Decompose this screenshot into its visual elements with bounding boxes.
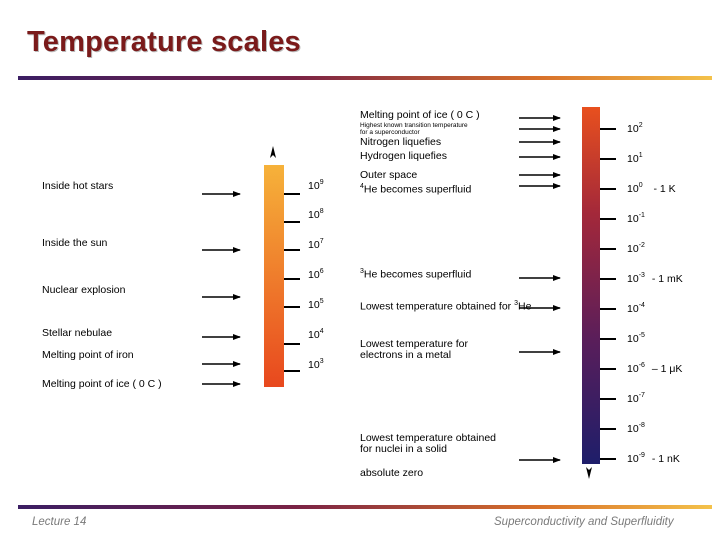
left-tick-label: 108 [308,208,324,221]
footer-divider [18,505,712,509]
left-tick-label: 105 [308,298,324,311]
label-highest-transition-1: Highest known transition temperature [360,122,468,129]
left-tick-label: 109 [308,179,324,192]
right-tick-label: 10-9 - 1 nK [627,452,680,465]
label-he4-superfluid: 4He becomes superfluid [360,183,472,196]
label-melting-point-ice: Melting point of ice ( 0 C ) [42,378,162,390]
right-tick-label: 10-4 [627,302,645,315]
footer-lecture: Lecture 14 [32,516,87,528]
right-tick-label: 101 [627,152,643,165]
title-divider [18,76,712,80]
label-nuclei-1: Lowest temperature obtained [360,432,497,444]
label-stellar-nebulae: Stellar nebulae [42,327,113,339]
label-nitrogen-liquefies: Nitrogen liquefies [360,136,442,148]
label-highest-transition-2: for a superconductor [360,129,420,136]
label-electrons-1: Lowest temperature for [360,338,468,350]
right-tick-label: 10-8 [627,422,645,435]
label-hydrogen-liquefies: Hydrogen liquefies [360,150,447,162]
right-tick-label: 10-6 – 1 μK [627,362,683,375]
unit-1uk: – 1 μK [651,363,683,375]
left-tick-label: 104 [308,328,324,341]
right-tick-label: 10-5 [627,332,645,345]
label-inside-hot-stars: Inside hot stars [42,180,114,192]
left-tick-label: 107 [308,238,324,251]
right-tick-label: 10-2 [627,242,645,255]
right-tick-label: 102 [627,122,643,135]
unit-1mk: - 1 mK [651,273,683,285]
right-tick-label: 10-7 [627,392,645,405]
label-melting-point-iron: Melting point of iron [42,349,134,361]
right-tick-label: 100 - 1 K [627,182,676,195]
label-inside-the-sun: Inside the sun [42,237,108,249]
label-outer-space: Outer space [360,169,418,181]
right-tick-label: 10-1 [627,212,645,225]
label-electrons-2: electrons in a metal [360,349,452,361]
right-tick-label: 10-3 - 1 mK [627,272,683,285]
label-right-melting-ice: Melting point of ice ( 0 C ) [360,109,480,121]
right-axis-down-arrow [586,467,592,479]
unit-1nk: - 1 nK [651,453,680,465]
label-nuclear-explosion: Nuclear explosion [42,284,126,296]
label-lowest-he3: Lowest temperature obtained for 3He [360,300,532,313]
unit-1k: - 1 K [653,183,676,195]
label-absolute-zero: absolute zero [360,467,424,479]
left-tick-label: 106 [308,268,324,281]
right-temperature-bar [582,107,600,464]
left-tick-label: 103 [308,358,324,371]
slide-title: Temperature scales [27,26,301,58]
left-temperature-bar [264,165,284,387]
label-he3-superfluid: 3He becomes superfluid [360,268,472,281]
left-axis-up-arrow [270,146,276,158]
label-nuclei-2: for nuclei in a solid [360,443,447,455]
footer-course-title: Superconductivity and Superfluidity [494,516,674,528]
